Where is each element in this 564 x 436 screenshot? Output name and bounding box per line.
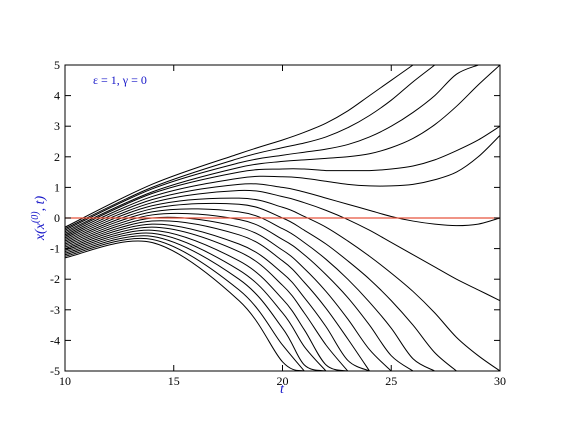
y-axis-label: x(x(0), t) <box>30 196 48 242</box>
series-line-14 <box>65 220 370 371</box>
x-tick-label-25: 25 <box>385 374 397 388</box>
series-line-5 <box>65 125 500 234</box>
series-line-4 <box>65 65 500 233</box>
series-line-15 <box>65 223 370 371</box>
x-tick-label-10: 10 <box>59 374 71 388</box>
series-line-21 <box>65 240 305 371</box>
series-line-13 <box>65 216 392 371</box>
series-line-9 <box>65 197 500 371</box>
x-tick-label-15: 15 <box>168 374 180 388</box>
y-axis-label-superscript: (0) <box>30 211 41 223</box>
y-axis-label-main: x(x <box>33 222 48 241</box>
y-tick-label-5: 5 <box>54 58 60 72</box>
y-tick-label-2: 2 <box>54 150 60 164</box>
y-tick-label-0: 0 <box>54 211 60 225</box>
series-line-2 <box>65 65 436 230</box>
y-axis-label-tail: , t) <box>33 196 48 212</box>
series-line-19 <box>65 235 327 371</box>
y-tick-label--1: -1 <box>50 242 60 256</box>
series-line-3 <box>65 65 479 231</box>
series-line-17 <box>65 229 348 371</box>
series-line-16 <box>65 226 349 371</box>
series-line-18 <box>65 232 327 371</box>
y-tick-label-4: 4 <box>54 89 60 103</box>
series-line-6 <box>65 135 500 236</box>
series-line-8 <box>65 189 500 302</box>
y-tick-label-1: 1 <box>54 180 60 194</box>
y-tick-label--5: -5 <box>50 364 60 378</box>
y-tick-label-3: 3 <box>54 119 60 133</box>
series-line-7 <box>65 183 500 237</box>
series-line-11 <box>65 208 435 371</box>
series-line-10 <box>65 202 457 371</box>
series-line-1 <box>65 65 414 228</box>
x-tick-label-20: 20 <box>277 374 289 388</box>
x-tick-label-30: 30 <box>494 374 506 388</box>
y-tick-label--4: -4 <box>50 333 60 347</box>
x-axis-label: t <box>280 382 285 397</box>
annotation-label: ε = 1, γ = 0 <box>93 73 147 87</box>
series-line-12 <box>65 212 414 371</box>
series-group <box>65 65 500 371</box>
ticks-group: 10 15 20 25 30 -5 -4 -3 -2 -1 0 1 2 3 4 5 <box>50 58 506 388</box>
y-tick-label--2: -2 <box>50 272 60 286</box>
series-line-20 <box>65 237 305 371</box>
y-tick-label--3: -3 <box>50 303 60 317</box>
